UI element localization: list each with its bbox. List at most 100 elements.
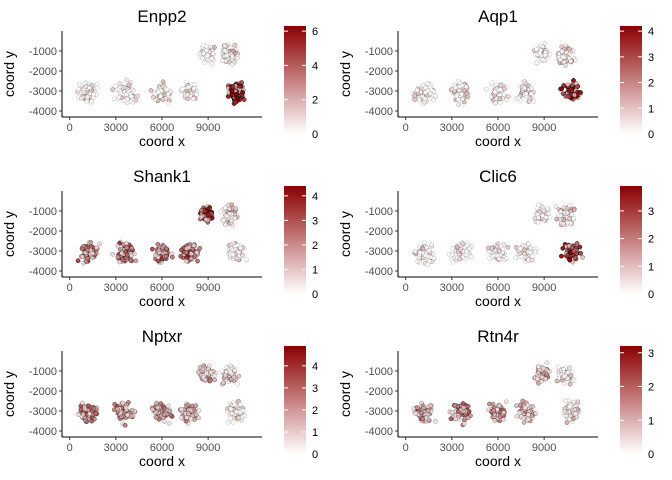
data-point [233, 206, 239, 211]
data-point [198, 214, 204, 220]
data-point [239, 80, 245, 85]
data-point [460, 241, 466, 247]
data-point [501, 417, 506, 422]
y-tick-label: -3000 [365, 86, 393, 98]
data-point [195, 258, 200, 264]
data-point [535, 219, 541, 225]
data-point [506, 94, 511, 100]
data-point [85, 247, 90, 253]
scatter-points [75, 202, 250, 266]
data-point [457, 247, 463, 252]
data-point [529, 257, 535, 263]
data-point [562, 398, 568, 404]
data-point [79, 95, 84, 101]
data-point [542, 40, 548, 46]
data-point [498, 86, 503, 92]
data-point [222, 43, 227, 49]
scatter-points [411, 360, 582, 428]
data-point [235, 381, 240, 387]
data-point [163, 96, 169, 101]
data-point [503, 399, 509, 405]
colorbar-tick-label: 0 [312, 289, 318, 301]
colorbar [284, 26, 306, 134]
data-point [554, 216, 560, 222]
data-point [227, 44, 233, 50]
data-point [448, 416, 454, 422]
data-point [232, 59, 238, 65]
data-point [94, 81, 100, 87]
data-point [125, 96, 130, 102]
data-point [197, 365, 203, 370]
y-axis-title: coord y [1, 371, 17, 417]
y-tick-label: -2000 [29, 226, 57, 238]
data-point [178, 415, 184, 421]
data-point [205, 212, 211, 218]
data-point [160, 84, 166, 90]
data-point [456, 102, 462, 107]
data-point [184, 92, 190, 98]
colorbar [284, 186, 306, 294]
colorbar-tick-label: 4 [312, 191, 318, 203]
data-point [124, 77, 129, 83]
data-point [421, 405, 426, 411]
data-point [571, 78, 576, 83]
data-point [455, 409, 461, 415]
scatter-points [75, 42, 247, 106]
data-point [463, 84, 469, 90]
data-point [416, 97, 422, 102]
y-axis-title: coord y [1, 211, 17, 257]
y-tick-label: -3000 [365, 246, 393, 258]
data-point [450, 259, 456, 265]
data-point [572, 92, 577, 98]
data-point [505, 244, 511, 250]
y-tick-label: -2000 [365, 66, 393, 78]
data-point [224, 53, 230, 58]
data-point [162, 419, 167, 424]
data-point [192, 254, 198, 260]
data-point [234, 256, 240, 261]
x-tick-label: 3000 [440, 282, 464, 294]
data-point [228, 406, 234, 412]
panel-title: Shank1 [133, 167, 191, 186]
data-point [426, 248, 432, 254]
data-point [422, 252, 428, 258]
data-point [166, 100, 172, 106]
x-tick-label: 3000 [440, 442, 464, 454]
data-point [152, 91, 158, 97]
data-point [115, 87, 121, 92]
data-point [128, 253, 134, 258]
colorbar-tick-label: 3 [648, 348, 654, 360]
data-point [202, 377, 208, 382]
data-point [485, 245, 491, 251]
data-point [166, 91, 171, 97]
data-point [545, 206, 551, 212]
data-point [120, 257, 126, 263]
data-point [561, 373, 567, 379]
data-point [449, 409, 455, 415]
x-tick-label: 9000 [532, 442, 556, 454]
colorbar-tick-label: 3 [648, 206, 654, 218]
scatter-points [75, 363, 247, 428]
data-point [240, 90, 245, 95]
data-point [513, 255, 518, 260]
data-point [460, 401, 466, 406]
y-tick-label: -3000 [29, 86, 57, 98]
colorbar [620, 346, 642, 454]
colorbar-tick-label: 2 [312, 405, 318, 417]
data-point [204, 370, 209, 376]
data-point [572, 407, 578, 413]
x-tick-label: 3000 [104, 282, 128, 294]
data-point [425, 408, 431, 414]
data-point [493, 100, 498, 106]
data-point [415, 405, 421, 410]
panel-title: Clic6 [479, 167, 517, 186]
data-point [209, 61, 215, 66]
data-point [229, 62, 235, 67]
data-point [567, 46, 572, 52]
data-point [223, 205, 228, 210]
y-axis-title: coord y [1, 51, 17, 97]
data-point [236, 415, 241, 421]
data-point [563, 63, 568, 68]
colorbar [620, 26, 642, 134]
